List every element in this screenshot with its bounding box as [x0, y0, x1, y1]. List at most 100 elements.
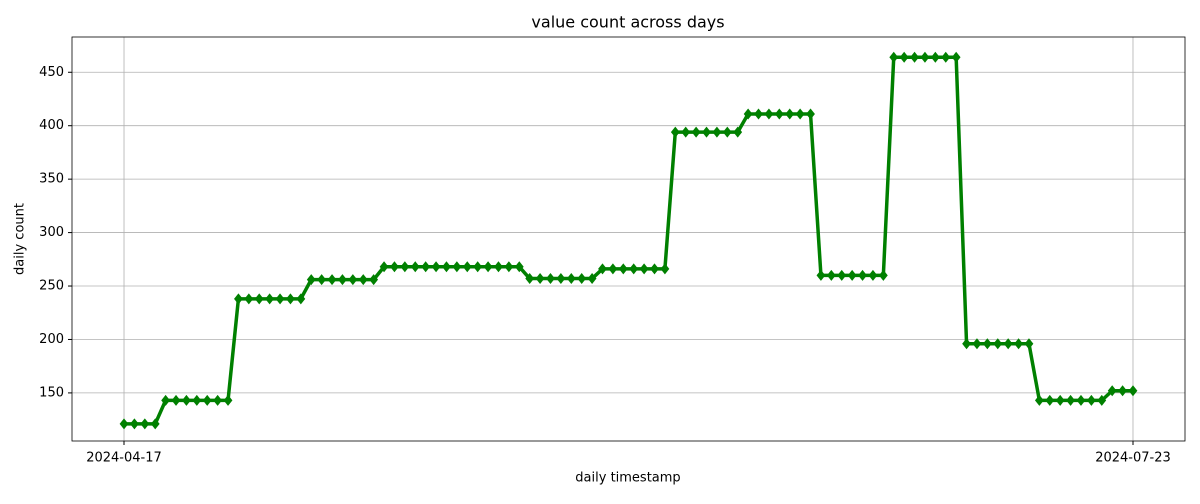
data-point	[910, 51, 919, 63]
data-point	[941, 51, 951, 63]
data-point	[650, 263, 659, 275]
data-point	[1086, 394, 1096, 406]
data-point	[785, 108, 795, 120]
data-point	[234, 293, 243, 305]
data-point	[1003, 338, 1013, 350]
data-point	[452, 261, 462, 273]
data-point	[275, 293, 285, 305]
data-point	[795, 108, 805, 120]
data-point	[951, 51, 961, 63]
data-point	[390, 261, 399, 273]
data-point	[681, 126, 691, 138]
data-point	[400, 261, 410, 273]
data-point	[670, 126, 680, 138]
data-point	[171, 394, 181, 406]
data-point	[473, 261, 483, 273]
data-point	[296, 293, 306, 305]
data-point	[930, 51, 940, 63]
y-tick-label: 150	[39, 385, 64, 400]
data-point	[306, 274, 316, 286]
data-point	[806, 108, 815, 120]
data-point	[327, 274, 337, 286]
data-point	[920, 51, 930, 63]
x-axis-label: daily timestamp	[575, 471, 680, 486]
data-point	[1034, 394, 1044, 406]
data-point	[535, 273, 545, 285]
data-point	[587, 273, 597, 285]
data-point	[483, 261, 493, 273]
data-point	[722, 126, 732, 138]
data-point	[223, 394, 233, 406]
y-tick-label: 350	[39, 172, 64, 187]
data-point	[1014, 338, 1023, 350]
data-point	[1128, 385, 1138, 397]
data-point	[254, 293, 264, 305]
data-point	[514, 261, 524, 273]
data-point	[660, 263, 670, 275]
data-point	[525, 273, 535, 285]
data-point	[962, 338, 971, 350]
data-point	[743, 108, 753, 120]
data-point	[774, 108, 784, 120]
data-point	[764, 108, 774, 120]
y-tick-label: 300	[39, 225, 64, 240]
data-point	[192, 394, 202, 406]
data-point	[244, 293, 254, 305]
data-point	[494, 261, 503, 273]
data-point	[816, 269, 826, 281]
data-point	[265, 293, 275, 305]
data-point	[431, 261, 441, 273]
y-axis-label: daily count	[13, 203, 28, 275]
data-point	[847, 269, 857, 281]
data-point	[442, 261, 451, 273]
data-point	[546, 273, 555, 285]
data-point	[1076, 394, 1086, 406]
data-point	[1107, 385, 1117, 397]
data-point	[556, 273, 566, 285]
data-point	[566, 273, 576, 285]
data-point	[639, 263, 649, 275]
data-point	[577, 273, 587, 285]
data-point	[837, 269, 847, 281]
data-point	[130, 418, 139, 430]
data-point	[140, 418, 150, 430]
data-point	[868, 269, 878, 281]
data-point	[972, 338, 982, 350]
data-point	[754, 108, 763, 120]
data-point	[338, 274, 347, 286]
data-point	[702, 126, 711, 138]
data-point	[504, 261, 514, 273]
data-point	[161, 394, 171, 406]
data-point	[1097, 394, 1107, 406]
data-point	[182, 394, 191, 406]
y-tick-label: 450	[39, 65, 64, 80]
data-point	[899, 51, 909, 63]
data-point	[629, 263, 639, 275]
data-point	[421, 261, 431, 273]
data-point	[712, 126, 722, 138]
data-point	[358, 274, 368, 286]
data-point	[410, 261, 420, 273]
data-point	[691, 126, 701, 138]
data-point	[598, 263, 607, 275]
data-line	[124, 55, 1133, 426]
data-point	[317, 274, 327, 286]
data-point	[379, 261, 389, 273]
data-point	[202, 394, 212, 406]
data-point	[1024, 338, 1034, 350]
data-point	[878, 269, 888, 281]
data-point	[993, 338, 1003, 350]
data-point	[608, 263, 618, 275]
y-tick-label: 400	[39, 118, 64, 133]
data-point	[1055, 394, 1065, 406]
data-point	[982, 338, 992, 350]
data-point	[286, 293, 295, 305]
data-point	[618, 263, 628, 275]
data-point	[348, 274, 358, 286]
data-point	[150, 418, 160, 430]
data-point	[1066, 394, 1075, 406]
data-point	[213, 394, 223, 406]
data-point	[858, 269, 867, 281]
data-point	[369, 274, 379, 286]
